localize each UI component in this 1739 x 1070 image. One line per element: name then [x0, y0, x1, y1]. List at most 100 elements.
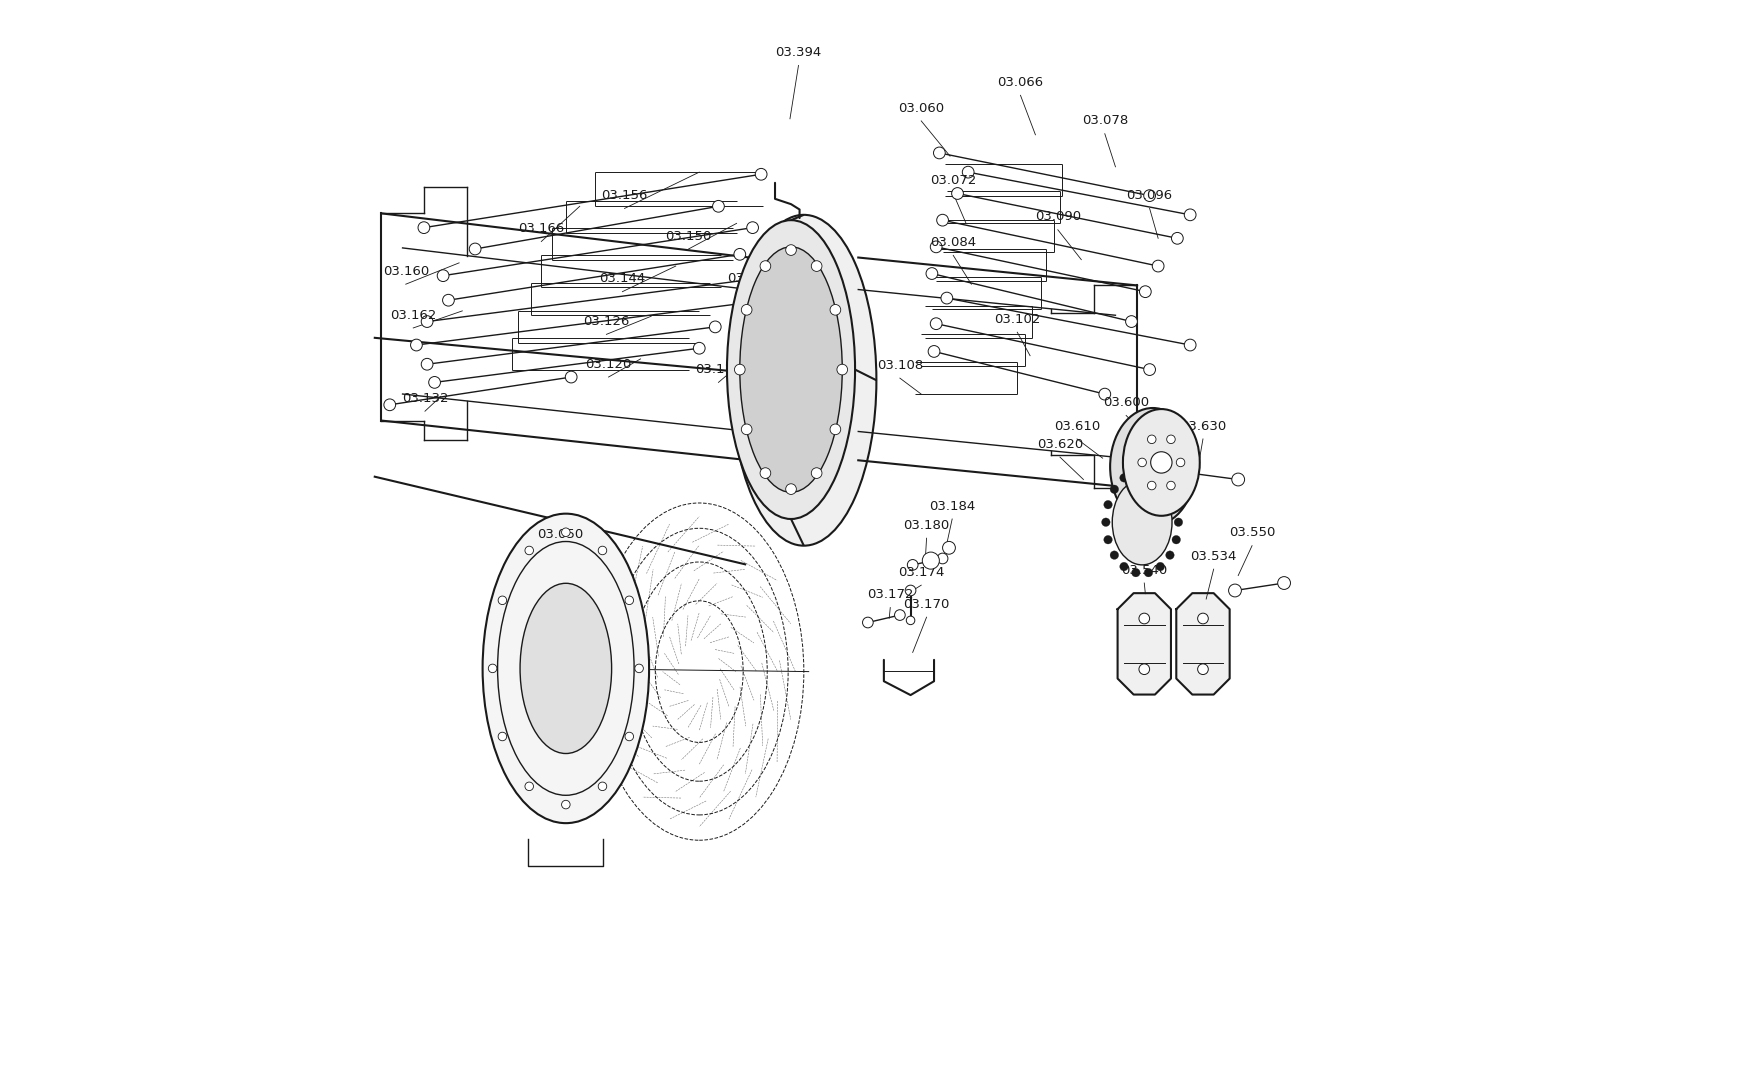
- Text: 03.090: 03.090: [1035, 211, 1080, 224]
- Circle shape: [1196, 663, 1207, 674]
- Ellipse shape: [1122, 409, 1200, 516]
- Circle shape: [1099, 388, 1109, 400]
- Circle shape: [1109, 485, 1118, 493]
- Circle shape: [786, 484, 796, 494]
- Circle shape: [1120, 474, 1127, 483]
- Circle shape: [1276, 577, 1290, 590]
- Circle shape: [1146, 482, 1155, 490]
- Text: 03.150: 03.150: [664, 230, 711, 243]
- Text: 03.630: 03.630: [1179, 419, 1226, 432]
- Circle shape: [922, 552, 939, 569]
- Text: 03.156: 03.156: [602, 189, 647, 202]
- Ellipse shape: [520, 583, 612, 753]
- Circle shape: [930, 318, 941, 330]
- Circle shape: [734, 248, 746, 260]
- Circle shape: [906, 616, 915, 625]
- Circle shape: [810, 261, 821, 272]
- Circle shape: [1103, 501, 1111, 509]
- Circle shape: [1143, 364, 1155, 376]
- Circle shape: [1125, 316, 1137, 327]
- Circle shape: [937, 553, 948, 564]
- Text: 03.096: 03.096: [1125, 189, 1172, 202]
- Text: 03.072: 03.072: [930, 174, 976, 187]
- Circle shape: [930, 241, 941, 253]
- Text: 03.138: 03.138: [727, 272, 774, 286]
- Circle shape: [410, 339, 423, 351]
- Circle shape: [565, 371, 577, 383]
- Circle shape: [1130, 568, 1139, 577]
- Circle shape: [741, 305, 751, 316]
- Circle shape: [598, 782, 607, 791]
- Circle shape: [624, 596, 633, 605]
- Circle shape: [1149, 452, 1172, 473]
- Polygon shape: [1116, 593, 1170, 694]
- Circle shape: [1143, 189, 1155, 201]
- Circle shape: [1184, 209, 1195, 220]
- Text: 03.114: 03.114: [696, 363, 741, 376]
- Text: 03.108: 03.108: [876, 358, 922, 371]
- Circle shape: [836, 364, 847, 374]
- Text: 03.166: 03.166: [518, 223, 563, 235]
- Circle shape: [830, 424, 840, 434]
- Text: 03.174: 03.174: [897, 566, 944, 579]
- Circle shape: [760, 261, 770, 272]
- Text: 03.394: 03.394: [776, 46, 821, 59]
- Circle shape: [741, 424, 751, 434]
- Circle shape: [1167, 435, 1174, 444]
- Circle shape: [1144, 468, 1151, 476]
- Circle shape: [1170, 232, 1183, 244]
- Circle shape: [765, 271, 777, 282]
- Circle shape: [1167, 482, 1174, 490]
- Circle shape: [1144, 568, 1151, 577]
- Circle shape: [470, 243, 480, 255]
- Ellipse shape: [1109, 408, 1195, 525]
- Text: 03.600: 03.600: [1103, 396, 1148, 409]
- Circle shape: [932, 147, 944, 158]
- Text: 03.550: 03.550: [1228, 526, 1275, 539]
- Circle shape: [1196, 613, 1207, 624]
- Circle shape: [927, 346, 939, 357]
- Circle shape: [744, 296, 756, 308]
- Ellipse shape: [730, 215, 876, 546]
- Circle shape: [421, 358, 433, 370]
- Circle shape: [1139, 663, 1149, 674]
- Text: 03.060: 03.060: [897, 102, 944, 114]
- Circle shape: [598, 546, 607, 554]
- Text: 03.144: 03.144: [598, 272, 645, 286]
- Circle shape: [562, 528, 570, 536]
- Ellipse shape: [1111, 479, 1172, 565]
- Circle shape: [1146, 435, 1155, 444]
- Circle shape: [906, 560, 918, 570]
- Circle shape: [1231, 473, 1243, 486]
- Circle shape: [417, 221, 430, 233]
- Circle shape: [1120, 563, 1127, 570]
- Text: 03.160: 03.160: [383, 264, 428, 278]
- Circle shape: [1172, 535, 1179, 544]
- Text: 03.540: 03.540: [1120, 564, 1167, 577]
- Circle shape: [1165, 485, 1174, 493]
- Circle shape: [1165, 551, 1174, 560]
- Circle shape: [1174, 518, 1183, 526]
- Circle shape: [525, 546, 534, 554]
- Text: 03.534: 03.534: [1189, 550, 1236, 563]
- Circle shape: [1137, 458, 1146, 467]
- Circle shape: [810, 468, 821, 478]
- Circle shape: [755, 168, 767, 180]
- Ellipse shape: [482, 514, 649, 823]
- Text: 03.120: 03.120: [584, 357, 631, 370]
- Circle shape: [1155, 563, 1163, 570]
- Circle shape: [1176, 458, 1184, 467]
- Circle shape: [786, 245, 796, 256]
- Text: 03.620: 03.620: [1036, 438, 1082, 450]
- Circle shape: [760, 468, 770, 478]
- Circle shape: [497, 732, 506, 740]
- Circle shape: [734, 364, 744, 374]
- Text: 03.162: 03.162: [390, 308, 436, 322]
- Text: 03.180: 03.180: [903, 519, 949, 532]
- Circle shape: [951, 187, 963, 199]
- Circle shape: [384, 399, 395, 411]
- Circle shape: [428, 377, 440, 388]
- Circle shape: [1103, 535, 1111, 544]
- Text: 03.102: 03.102: [993, 312, 1040, 326]
- Text: 03.132: 03.132: [402, 392, 449, 404]
